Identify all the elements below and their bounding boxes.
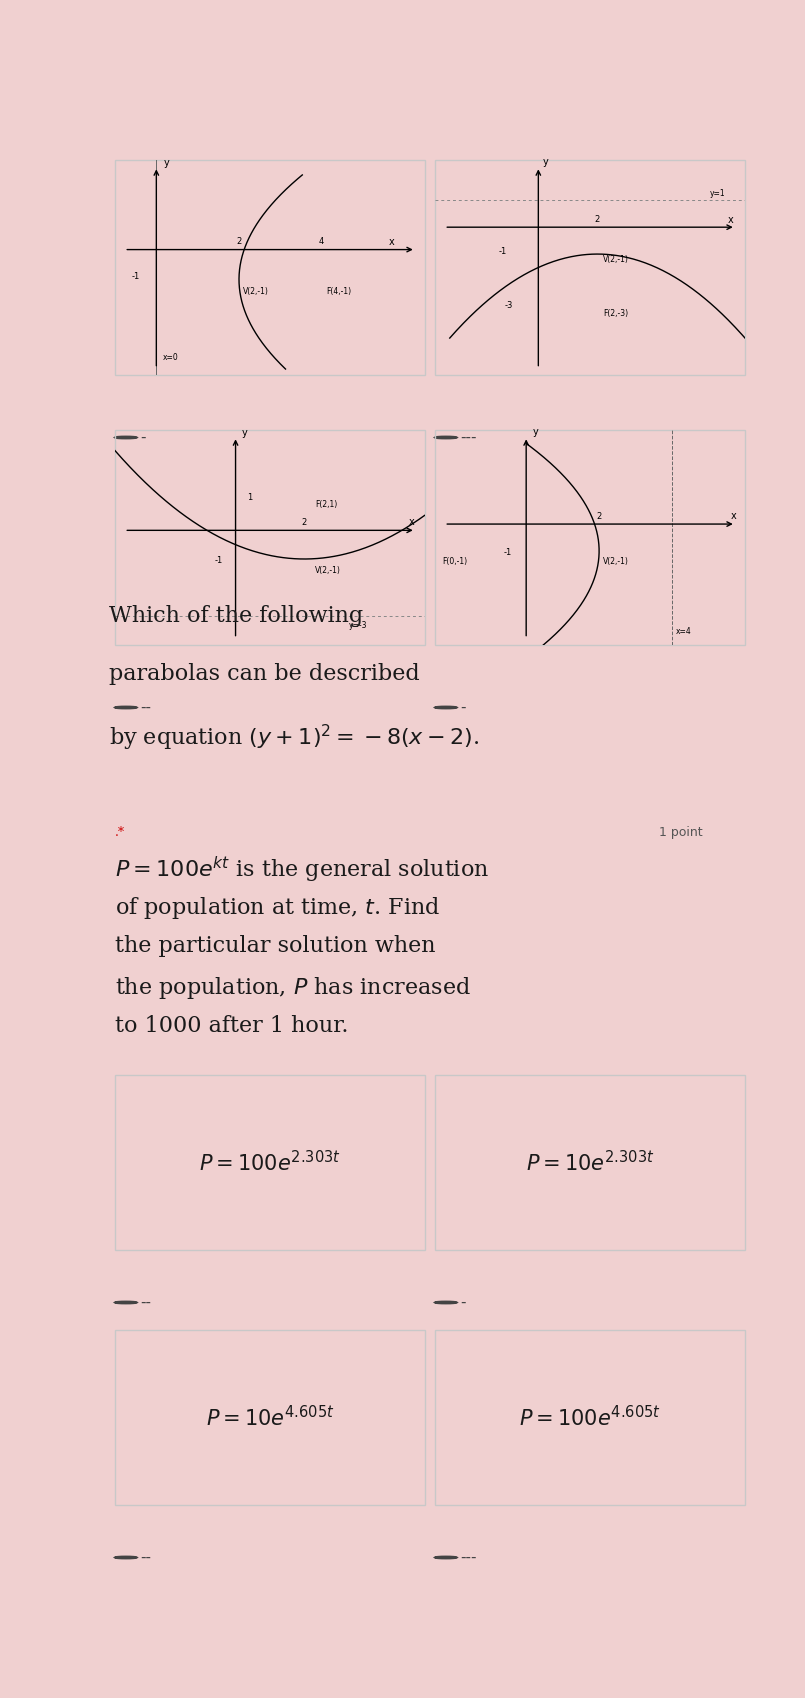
Text: y: y xyxy=(543,158,548,168)
Text: x: x xyxy=(389,238,394,248)
Text: x=0: x=0 xyxy=(163,353,178,362)
Text: to 1000 after 1 hour.: to 1000 after 1 hour. xyxy=(115,1015,349,1037)
Text: x: x xyxy=(408,516,414,526)
Text: ---: --- xyxy=(460,1550,477,1566)
Text: --: -- xyxy=(140,700,151,715)
Text: 1: 1 xyxy=(246,492,252,503)
Text: parabolas can be described: parabolas can be described xyxy=(109,664,419,686)
Text: V(2,-1): V(2,-1) xyxy=(603,557,629,567)
Text: --: -- xyxy=(140,1550,151,1566)
Text: .*: .* xyxy=(115,825,125,839)
Text: $P=10e^{4.605t}$: $P=10e^{4.605t}$ xyxy=(206,1404,334,1430)
Text: y=-3: y=-3 xyxy=(349,621,368,630)
Text: $P=100e^{4.605t}$: $P=100e^{4.605t}$ xyxy=(519,1404,661,1430)
Text: x: x xyxy=(731,511,737,521)
Text: -1: -1 xyxy=(131,272,140,282)
Text: y: y xyxy=(242,428,247,438)
Text: 1 point: 1 point xyxy=(659,825,703,839)
Text: y=1: y=1 xyxy=(709,188,725,199)
Text: -1: -1 xyxy=(504,548,512,557)
Text: of population at time, $t$. Find: of population at time, $t$. Find xyxy=(115,895,440,920)
Text: 4: 4 xyxy=(319,236,324,246)
Text: x=4: x=4 xyxy=(675,627,691,637)
Text: -: - xyxy=(460,1296,465,1309)
Text: F(2,1): F(2,1) xyxy=(315,501,337,509)
Text: -: - xyxy=(460,700,465,715)
Text: V(2,-1): V(2,-1) xyxy=(603,255,630,265)
Text: $P=10e^{2.303t}$: $P=10e^{2.303t}$ xyxy=(526,1150,654,1175)
Text: ---: --- xyxy=(460,430,477,445)
Text: F(2,-3): F(2,-3) xyxy=(603,309,629,318)
Bar xyxy=(435,430,745,645)
Text: $P=100e^{2.303t}$: $P=100e^{2.303t}$ xyxy=(199,1150,341,1175)
Bar xyxy=(435,160,745,375)
Text: V(2,-1): V(2,-1) xyxy=(315,567,341,576)
Text: -: - xyxy=(140,430,145,445)
Text: by equation $(y+1)^2=-8(x-2)$.: by equation $(y+1)^2=-8(x-2)$. xyxy=(109,722,479,752)
Bar xyxy=(115,430,425,645)
Text: --: -- xyxy=(140,1296,151,1309)
Text: 2: 2 xyxy=(595,216,600,224)
Text: the particular solution when: the particular solution when xyxy=(115,936,436,958)
Text: 2: 2 xyxy=(302,518,307,526)
Text: $P=100e^{kt}$ is the general solution: $P=100e^{kt}$ is the general solution xyxy=(115,856,489,885)
Text: F(0,-1): F(0,-1) xyxy=(442,557,468,567)
Text: V(2,-1): V(2,-1) xyxy=(243,287,269,297)
Text: -1: -1 xyxy=(214,557,222,565)
Text: 2: 2 xyxy=(597,511,602,521)
Text: y: y xyxy=(163,158,170,168)
Text: Which of the following: Which of the following xyxy=(109,604,363,627)
Text: y: y xyxy=(532,428,539,438)
Text: -1: -1 xyxy=(499,248,507,256)
Text: F(4,-1): F(4,-1) xyxy=(326,287,351,297)
Text: the population, $P$ has increased: the population, $P$ has increased xyxy=(115,975,471,1000)
Text: -3: -3 xyxy=(505,301,513,309)
Text: x: x xyxy=(728,216,733,226)
Bar xyxy=(115,160,425,375)
Text: 2: 2 xyxy=(237,236,242,246)
